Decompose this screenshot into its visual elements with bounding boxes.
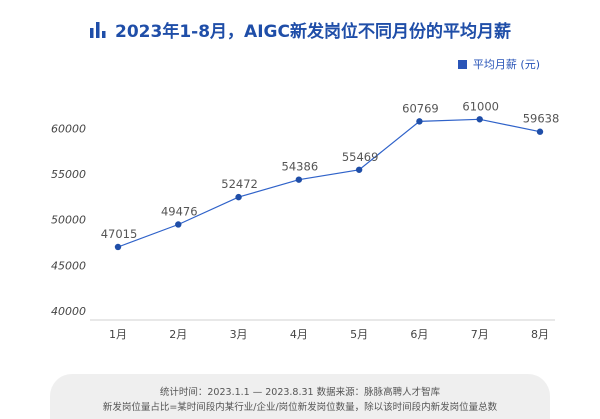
- footer-definition: 新发岗位量占比=某时间段内某行业/企业/岗位新发岗位数量，除以该时间段内新发岗位…: [102, 402, 498, 413]
- data-label: 55469: [342, 150, 379, 164]
- legend-swatch: [457, 59, 467, 69]
- line-chart: 40000 45000 50000 55000 60000 1月 2月 3月 4月 5月 6月 7月…: [51, 99, 560, 341]
- x-axis: 1月 2月 3月 4月 5月 6月 7月 8月: [109, 328, 549, 341]
- data-point: [114, 243, 122, 251]
- data-label: 47015: [101, 227, 138, 241]
- data-point: [355, 166, 363, 173]
- chart-title: 2023年1-8月，AIGC新发岗位不同月份的平均月薪: [115, 21, 511, 42]
- y-tick-label: 55000: [51, 168, 86, 181]
- y-tick-label: 40000: [51, 305, 86, 318]
- x-tick-label: 4月: [290, 328, 308, 341]
- x-tick-label: 1月: [109, 328, 127, 341]
- y-tick-label: 50000: [51, 214, 86, 227]
- data-label: 52472: [221, 177, 258, 191]
- x-tick-label: 8月: [531, 328, 549, 341]
- footer-source: 统计时间：2023.1.1 — 2023.8.31 数据来源：脉脉高聘人才智库: [159, 387, 441, 398]
- y-axis: 40000 45000 50000 55000 60000: [51, 122, 86, 318]
- data-point: [416, 118, 423, 125]
- legend: 平均月薪 (元): [457, 56, 540, 72]
- data-points: [114, 116, 544, 251]
- x-tick-label: 2月: [169, 328, 187, 341]
- y-tick-label: 45000: [51, 259, 86, 272]
- x-tick-label: 6月: [410, 328, 428, 341]
- footer-note: 统计时间：2023.1.1 — 2023.8.31 数据来源：脉脉高聘人才智库 …: [50, 374, 550, 419]
- data-label: 59638: [523, 112, 560, 126]
- x-tick-label: 3月: [230, 328, 248, 341]
- data-point: [235, 193, 242, 201]
- data-label: 54386: [282, 160, 319, 174]
- data-point: [295, 176, 303, 183]
- bar-chart-icon: [89, 20, 107, 38]
- data-labels: 47015 49476 52472 54386 55469 60769 61000 59638: [101, 99, 560, 241]
- data-point: [175, 221, 182, 228]
- x-tick-label: 5月: [350, 328, 368, 341]
- x-tick-label: 7月: [471, 328, 489, 341]
- legend-label: 平均月薪 (元): [472, 58, 540, 71]
- series-line: [117, 118, 541, 248]
- data-point: [476, 116, 483, 123]
- title-row: 2023年1-8月，AIGC新发岗位不同月份的平均月薪: [0, 14, 600, 44]
- data-label: 60769: [402, 101, 439, 115]
- data-point: [536, 128, 544, 135]
- data-label: 61000: [462, 99, 499, 113]
- y-tick-label: 60000: [51, 122, 86, 135]
- data-label: 49476: [161, 204, 198, 218]
